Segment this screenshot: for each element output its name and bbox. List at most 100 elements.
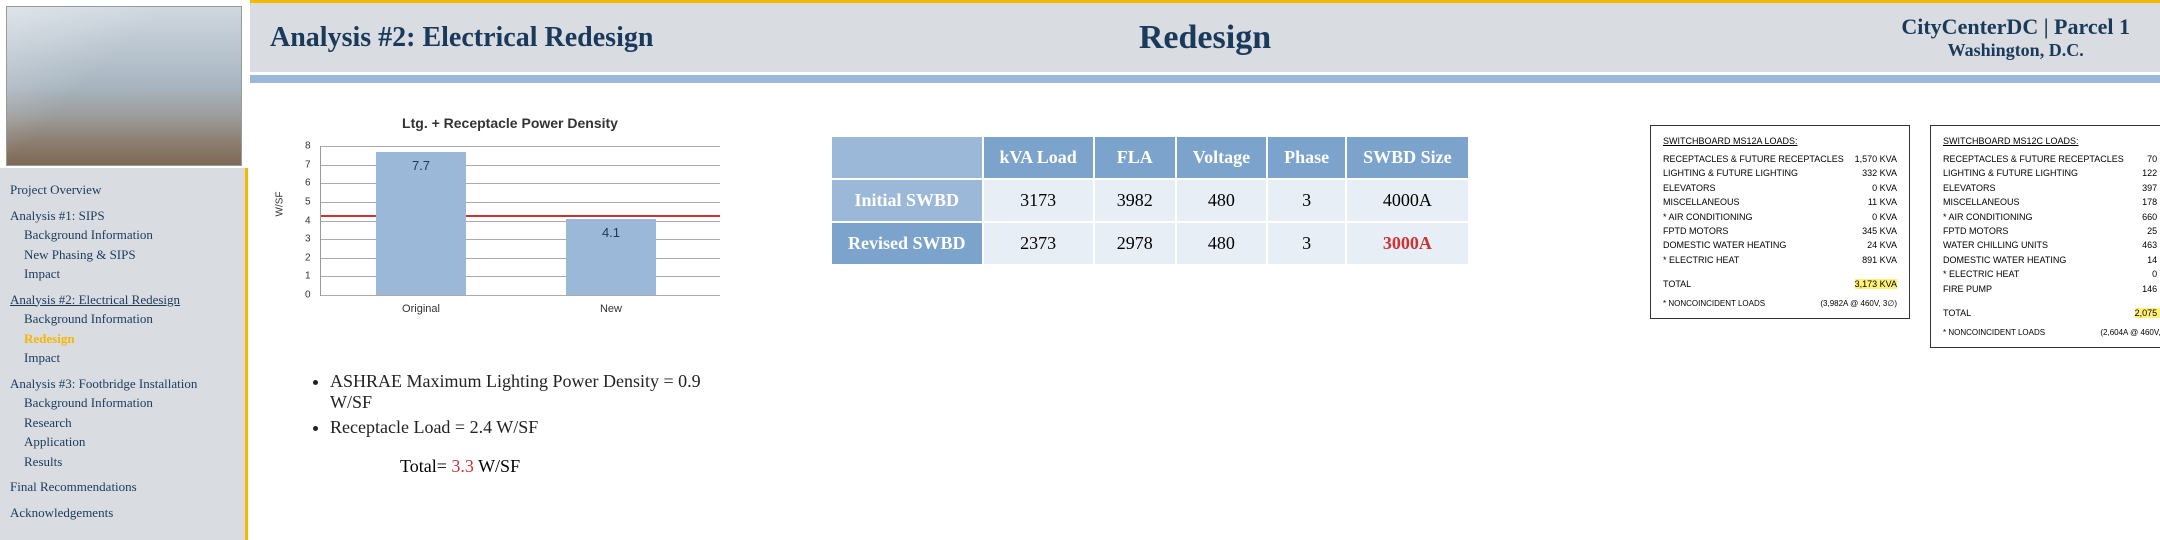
load-name: * AIR CONDITIONING: [1943, 210, 2033, 224]
xtick: Original: [376, 303, 466, 315]
table-row: Revised SWBD 2373 2978 480 3 3000A: [831, 222, 1469, 265]
cell-fla: 3982: [1094, 179, 1176, 222]
header-project: CityCenterDC | Parcel 1: [1901, 14, 2130, 40]
ytick: 3: [305, 234, 311, 245]
load-row: MISCELLANEOUS178 KVA: [1943, 195, 2160, 209]
load-name: FPTD MOTORS: [1663, 224, 1728, 238]
load-row: RECEPTACLES & FUTURE RECEPTACLES1,570 KV…: [1663, 152, 1897, 166]
load-row: * ELECTRIC HEAT0 KVA: [1943, 267, 2160, 281]
header-underline: [250, 75, 2160, 83]
load-name: * ELECTRIC HEAT: [1663, 253, 1739, 267]
load-row: MISCELLANEOUS 11 KVA: [1663, 195, 1897, 209]
load-name: * AIR CONDITIONING: [1663, 210, 1753, 224]
nav-a3[interactable]: Analysis #3: Footbridge Installation: [10, 376, 197, 391]
cell-phase: 3: [1267, 179, 1346, 222]
chart-ylabel: W/SF: [275, 192, 286, 217]
nav-a3-research[interactable]: Research: [24, 415, 72, 430]
load-value: 660 KVA: [2142, 210, 2160, 224]
nav-a3-results[interactable]: Results: [24, 454, 62, 469]
load-name: LIGHTING & FUTURE LIGHTING: [1943, 166, 2078, 180]
load-name: LIGHTING & FUTURE LIGHTING: [1663, 166, 1798, 180]
nav-a1-impact[interactable]: Impact: [24, 266, 60, 281]
load-value: 11 KVA: [1868, 195, 1897, 209]
ytick: 8: [305, 141, 311, 152]
nav-a2[interactable]: Analysis #2: Electrical Redesign: [10, 292, 180, 307]
lb-title: SWITCHBOARD MS12A LOADS:: [1663, 136, 1897, 146]
load-value: 0 KVA: [1872, 181, 1897, 195]
load-box-c: SWITCHBOARD MS12C LOADS: RECEPTACLES & F…: [1930, 125, 2160, 348]
load-row: LIGHTING & FUTURE LIGHTING332 KVA: [1663, 166, 1897, 180]
load-value: 345 KVA: [1862, 224, 1897, 238]
swbd-table-area: kVA Load FLA Voltage Phase SWBD Size Ini…: [830, 135, 1470, 266]
cell-volt: 480: [1176, 222, 1267, 265]
load-row: ELEVATORS 0 KVA: [1663, 181, 1897, 195]
nav-a2-impact[interactable]: Impact: [24, 350, 60, 365]
load-row: FPTD MOTORS 25 KVA: [1943, 224, 2160, 238]
header-location: Washington, D.C.: [1901, 40, 2130, 61]
load-row: ELEVATORS397 KVA: [1943, 181, 2160, 195]
lb-total-value: 2,075 KVA: [2135, 308, 2160, 318]
load-name: ELEVATORS: [1943, 181, 1996, 195]
swbd-table: kVA Load FLA Voltage Phase SWBD Size Ini…: [830, 135, 1470, 266]
load-row: * ELECTRIC HEAT891 KVA: [1663, 253, 1897, 267]
row-hdr: Revised SWBD: [831, 222, 983, 265]
nav-a2-bg[interactable]: Background Information: [24, 311, 153, 326]
nav-sidebar: Project Overview Analysis #1: SIPS Backg…: [0, 168, 248, 540]
ytick: 0: [305, 290, 311, 301]
ytick: 4: [305, 215, 311, 226]
th-fla: FLA: [1094, 136, 1176, 179]
nav-overview[interactable]: Project Overview: [10, 182, 101, 197]
chart-bar: 4.1New: [566, 219, 656, 295]
row-hdr: Initial SWBD: [831, 179, 983, 222]
thumbnail-image: [6, 6, 242, 166]
load-name: DOMESTIC WATER HEATING: [1663, 238, 1786, 252]
nav-final[interactable]: Final Recommendations: [10, 479, 137, 494]
cell-size: 4000A: [1346, 179, 1469, 222]
cell-size-revised: 3000A: [1346, 222, 1469, 265]
xtick: New: [566, 303, 656, 315]
load-name: ELEVATORS: [1663, 181, 1716, 195]
cell-fla: 2978: [1094, 222, 1176, 265]
load-row: RECEPTACLES & FUTURE RECEPTACLES70 KVA: [1943, 152, 2160, 166]
th-blank: [831, 136, 983, 179]
header-center-title: Redesign: [1139, 19, 1271, 57]
lb-total-label: TOTAL: [1663, 279, 1691, 289]
ytick: 7: [305, 159, 311, 170]
th-volt: Voltage: [1176, 136, 1267, 179]
gridline: [321, 146, 720, 147]
ytick: 5: [305, 196, 311, 207]
nav-a3-bg[interactable]: Background Information: [24, 395, 153, 410]
load-name: DOMESTIC WATER HEATING: [1943, 253, 2066, 267]
load-value: 0 KVA: [2152, 267, 2160, 281]
nav-a1[interactable]: Analysis #1: SIPS: [10, 208, 105, 223]
load-value: 1,570 KVA: [1855, 152, 1897, 166]
nav-a3-app[interactable]: Application: [24, 434, 85, 449]
nav-a2-redesign[interactable]: Redesign: [24, 331, 75, 346]
cell-volt: 480: [1176, 179, 1267, 222]
bullet-list: ASHRAE Maximum Lighting Power Density = …: [290, 371, 730, 438]
load-name: MISCELLANEOUS: [1663, 195, 1740, 209]
content-area: Ltg. + Receptacle Power Density W/SF 012…: [270, 95, 2140, 530]
lb-foot-label: * NONCOINCIDENT LOADS: [1943, 328, 2045, 337]
lb-total-value: 3,173 KVA: [1855, 279, 1897, 289]
load-value: 178 KVA: [2142, 195, 2160, 209]
load-row: LIGHTING & FUTURE LIGHTING122 KVA: [1943, 166, 2160, 180]
chart-bar: 7.7Original: [376, 152, 466, 295]
lb-total-label: TOTAL: [1943, 308, 1971, 318]
ytick: 6: [305, 178, 311, 189]
load-value: 25 KVA: [2147, 224, 2160, 238]
th-size: SWBD Size: [1346, 136, 1469, 179]
chart-grid: 0123456787.7Original4.1New: [320, 146, 720, 296]
total-label: Total=: [400, 456, 451, 476]
nav-ack[interactable]: Acknowledgements: [10, 505, 113, 520]
load-row: FIRE PUMP146 KVA: [1943, 282, 2160, 296]
load-row: WATER CHILLING UNITS463 KVA: [1943, 238, 2160, 252]
bar-value-label: 7.7: [376, 158, 466, 173]
cell-kva: 3173: [983, 179, 1094, 222]
nav-a1-bg[interactable]: Background Information: [24, 227, 153, 242]
nav-a1-phasing[interactable]: New Phasing & SIPS: [24, 247, 136, 262]
load-row: * AIR CONDITIONING 660 KVA: [1943, 210, 2160, 224]
load-name: FPTD MOTORS: [1943, 224, 2008, 238]
load-box-a: SWITCHBOARD MS12A LOADS: RECEPTACLES & F…: [1650, 125, 1910, 319]
lb-title: SWITCHBOARD MS12C LOADS:: [1943, 136, 2160, 146]
